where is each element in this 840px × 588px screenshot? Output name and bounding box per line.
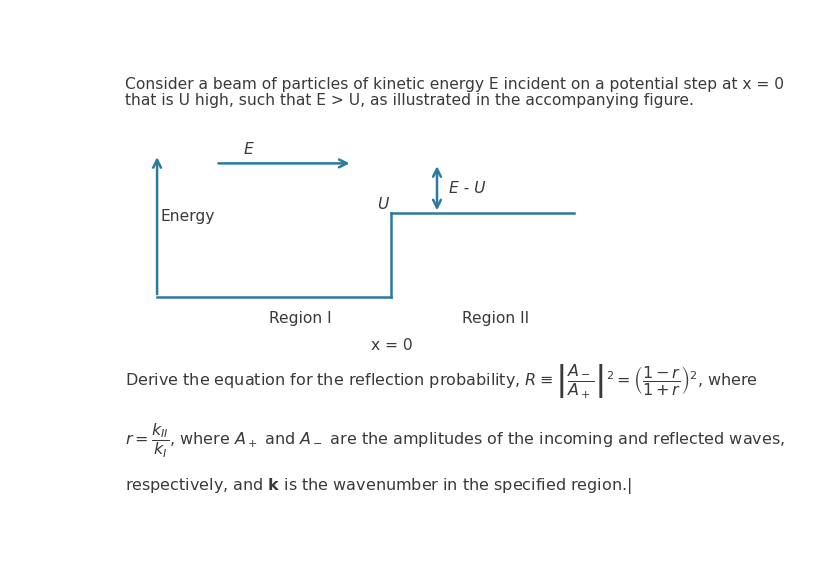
- Text: U: U: [377, 197, 388, 212]
- Text: E: E: [244, 142, 253, 156]
- Text: Region I: Region I: [269, 310, 332, 326]
- Text: Region II: Region II: [462, 310, 529, 326]
- Text: x = 0: x = 0: [370, 338, 412, 353]
- Text: that is U high, such that E > U, as illustrated in the accompanying figure.: that is U high, such that E > U, as illu…: [124, 93, 693, 108]
- Text: E - U: E - U: [449, 181, 486, 196]
- Text: Derive the equation for the reflection probability, $R \equiv \left|\dfrac{A_-}{: Derive the equation for the reflection p…: [124, 363, 758, 401]
- Text: Energy: Energy: [160, 209, 215, 224]
- Text: respectively, and $\mathbf{k}$ is the wavenumber in the specified region.|: respectively, and $\mathbf{k}$ is the wa…: [124, 476, 631, 496]
- Text: Consider a beam of particles of kinetic energy E incident on a potential step at: Consider a beam of particles of kinetic …: [124, 78, 784, 92]
- Text: $r = \dfrac{k_{II}}{k_I}$, where $A_+$ and $A_-$ are the amplitudes of the incom: $r = \dfrac{k_{II}}{k_I}$, where $A_+$ a…: [124, 422, 785, 460]
